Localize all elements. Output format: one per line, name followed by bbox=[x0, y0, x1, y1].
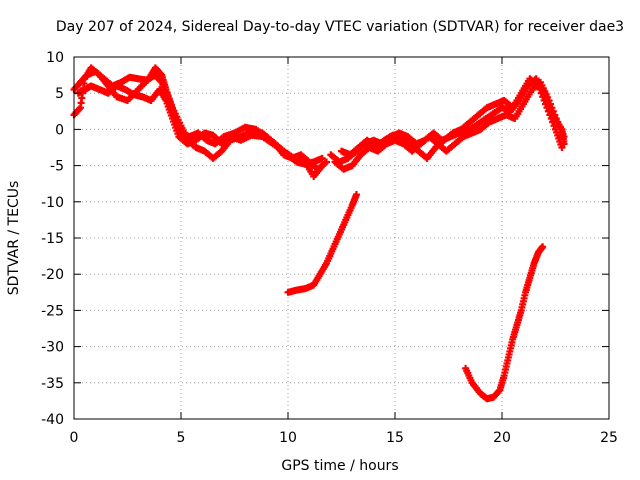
y-tick-label: -20 bbox=[41, 267, 64, 283]
data-point bbox=[558, 144, 566, 151]
y-tick-label: 5 bbox=[55, 86, 64, 102]
y-tick-label: 0 bbox=[55, 122, 64, 138]
data-point bbox=[323, 158, 331, 166]
data-point bbox=[537, 89, 545, 97]
x-tick-label: 25 bbox=[600, 430, 618, 446]
y-tick-label: -5 bbox=[50, 159, 64, 175]
axis-ticks: 0 5 10 15 20 25 10 5 0 -5 -10 -15 -20 -25 -30 -35 -40 bbox=[41, 50, 618, 446]
data-point bbox=[534, 82, 542, 90]
y-axis-label: SDTVAR / TECUs bbox=[6, 181, 22, 296]
data-point bbox=[543, 104, 551, 112]
data-point bbox=[544, 107, 552, 115]
x-tick-label: 5 bbox=[177, 430, 186, 446]
grid-lines bbox=[74, 57, 609, 419]
y-tick-label: -30 bbox=[41, 340, 64, 356]
y-tick-label: -35 bbox=[41, 376, 64, 392]
y-tick-label: -10 bbox=[41, 195, 64, 211]
data-point bbox=[547, 115, 555, 123]
x-tick-label: 15 bbox=[386, 430, 404, 446]
data-point bbox=[318, 162, 326, 170]
chart-title: Day 207 of 2024, Sidereal Day-to-day VTE… bbox=[56, 19, 624, 35]
data-point bbox=[539, 93, 547, 101]
data-point bbox=[550, 122, 558, 130]
data-point bbox=[536, 86, 544, 94]
x-tick-label: 0 bbox=[70, 430, 79, 446]
y-tick-label: 10 bbox=[46, 50, 64, 66]
data-point bbox=[318, 154, 326, 162]
y-tick-label: -15 bbox=[41, 231, 64, 247]
data-point bbox=[560, 133, 568, 141]
data-point bbox=[352, 191, 360, 199]
data-point bbox=[549, 118, 557, 126]
series-sat-b bbox=[70, 67, 331, 173]
y-tick-label: -25 bbox=[41, 303, 64, 319]
data-point bbox=[546, 111, 554, 119]
series-sat-f bbox=[338, 75, 566, 162]
series-sat-g bbox=[284, 191, 360, 296]
y-tick-label: -40 bbox=[41, 412, 64, 428]
x-tick-label: 10 bbox=[279, 430, 297, 446]
data-points bbox=[70, 64, 568, 403]
data-point bbox=[540, 96, 548, 104]
data-point bbox=[542, 100, 550, 108]
data-point bbox=[539, 243, 547, 251]
x-tick-label: 20 bbox=[493, 430, 511, 446]
series-sat-c bbox=[74, 82, 326, 180]
series-sat-h bbox=[462, 243, 547, 403]
x-axis-label: GPS time / hours bbox=[281, 458, 398, 474]
